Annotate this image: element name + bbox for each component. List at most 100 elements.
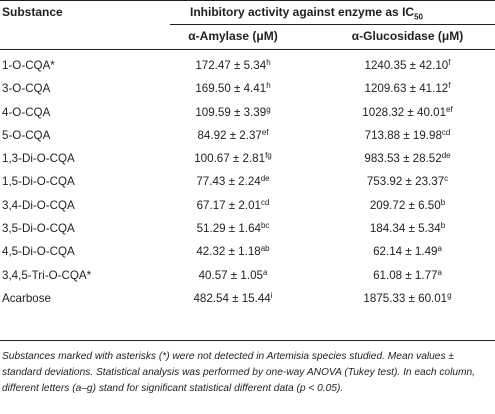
substance-cell: 4,5-Di-O-CQA	[2, 245, 75, 258]
substance-cell-value: 4,5-Di-O-CQA	[2, 245, 75, 259]
significance-letter: h	[266, 81, 271, 91]
substance-cell: 5-O-CQA	[2, 129, 50, 142]
substance-cell: 3,5-Di-O-CQA	[2, 222, 75, 235]
glucosidase-cell: 1240.35 ± 42.10f	[340, 58, 475, 73]
table-row: 4-O-CQA 109.59 ± 3.39g 1028.32 ± 40.01ef	[0, 101, 495, 124]
substance-cell: 3,4,5-Tri-O-CQA*	[2, 269, 91, 282]
amylase-cell: 169.50 ± 4.41h	[178, 81, 288, 96]
significance-letter: ef	[261, 127, 269, 137]
amylase-cell-value: 100.67 ± 2.81	[194, 152, 266, 166]
amylase-cell: 42.32 ± 1.18ab	[178, 244, 288, 259]
amylase-cell: 84.92 ± 2.37ef	[178, 127, 288, 142]
amylase-cell-value: 109.59 ± 3.39	[195, 105, 267, 119]
substance-cell: 3-O-CQA	[2, 82, 50, 95]
table-row: Acarbose 482.54 ± 15.44i 1875.33 ± 60.01g	[0, 287, 495, 310]
table-row: 1,3-Di-O-CQA 100.67 ± 2.81fg 983.53 ± 28.5…	[0, 147, 495, 170]
significance-letter: de	[441, 151, 451, 161]
substance-header: Substance	[2, 5, 63, 19]
significance-letter: cd	[260, 197, 270, 207]
table-row: 4,5-Di-O-CQA 42.32 ± 1.18ab 62.14 ± 1.49a	[0, 240, 495, 263]
amylase-cell: 77.43 ± 2.24de	[178, 174, 288, 189]
substance-cell-value: 4-O-CQA	[2, 105, 51, 119]
glucosidase-cell-value: 753.92 ± 23.37	[366, 175, 445, 189]
substance-cell-value: 3,4,5-Tri-O-CQA*	[2, 268, 92, 282]
table-row: 1-O-CQA* 172.47 ± 5.34h 1240.35 ± 42.10f	[0, 54, 495, 77]
glucosidase-cell-value: 209.72 ± 6.50	[369, 198, 441, 212]
substance-cell: 1,5-Di-O-CQA	[2, 175, 75, 188]
substance-cell-value: 3,5-Di-O-CQA	[2, 222, 75, 236]
significance-letter: g	[266, 104, 271, 114]
header-row-2: α-Amylase (μM) α-Glucosidase (μM)	[0, 24, 495, 46]
amylase-cell-value: 482.54 ± 15.44	[193, 291, 271, 305]
amylase-cell-value: 77.43 ± 2.24	[196, 175, 261, 189]
amylase-cell-value: 172.47 ± 5.34	[195, 59, 267, 72]
significance-letter: a	[262, 267, 268, 277]
significance-letter: ef	[446, 104, 453, 114]
table-row: 3,4-Di-O-CQA 67.17 ± 2.01cd 209.72 ± 6.50b	[0, 194, 495, 217]
group-header-subscript: 50	[414, 12, 423, 22]
significance-letter: a	[437, 267, 442, 277]
significance-letter: ab	[260, 244, 270, 254]
glucosidase-cell: 209.72 ± 6.50b	[340, 197, 475, 212]
substance-cell: Acarbose	[2, 292, 51, 305]
amylase-cell-value: 84.92 ± 2.37	[197, 128, 262, 142]
glucosidase-cell-value: 1240.35 ± 42.10	[364, 59, 449, 72]
header-row-1: Substance Inhibitory activity against en…	[0, 0, 495, 22]
substance-cell-value: 1,5-Di-O-CQA	[2, 175, 75, 189]
substance-cell: 1-O-CQA*	[2, 59, 55, 72]
glucosidase-cell-value: 713.88 ± 19.98	[364, 128, 442, 142]
significance-letter: de	[260, 174, 270, 184]
glucosidase-cell-value: 62.14 ± 1.49	[373, 245, 438, 259]
table-footnote: Substances marked with asterisks (*) wer…	[2, 351, 475, 394]
glucosidase-cell-value: 1875.33 ± 60.01	[363, 291, 448, 305]
glucosidase-cell: 61.08 ± 1.77a	[340, 267, 475, 282]
glucosidase-cell: 983.53 ± 28.52de	[340, 151, 475, 166]
significance-letter: h	[266, 58, 271, 67]
glucosidase-cell-value: 61.08 ± 1.77	[373, 268, 438, 282]
amylase-cell: 172.47 ± 5.34h	[178, 58, 288, 73]
glucosidase-cell-value: 983.53 ± 28.52	[364, 152, 442, 166]
significance-letter: cd	[441, 127, 451, 137]
glucosidase-cell: 713.88 ± 19.98cd	[340, 127, 475, 142]
glucosidase-cell: 62.14 ± 1.49a	[340, 244, 475, 259]
glucosidase-cell: 753.92 ± 23.37c	[340, 174, 475, 189]
amylase-cell: 40.57 ± 1.05a	[178, 267, 288, 282]
significance-letter: f	[448, 81, 451, 91]
glucosidase-cell: 1875.33 ± 60.01g	[340, 290, 475, 305]
substance-cell-value: 3-O-CQA	[2, 82, 51, 96]
glucosidase-cell-value: 1028.32 ± 40.01	[362, 105, 447, 119]
header-bottom-rule	[0, 49, 495, 50]
table-row: 1,5-Di-O-CQA 77.43 ± 2.24de 753.92 ± 23.37…	[0, 170, 495, 193]
substance-cell: 3,4-Di-O-CQA	[2, 199, 75, 212]
group-underline	[170, 24, 495, 25]
amylase-cell: 109.59 ± 3.39g	[178, 104, 288, 119]
substance-cell-value: 3,4-Di-O-CQA	[2, 198, 75, 212]
substance-cell-value: 5-O-CQA	[2, 128, 51, 142]
significance-letter: a	[437, 244, 442, 254]
glucosidase-cell: 184.34 ± 5.34b	[340, 222, 475, 236]
glucosidase-cell-value: 1209.63 ± 41.12	[364, 82, 449, 96]
significance-letter: fg	[265, 151, 272, 161]
group-header-text: Inhibitory activity against enzyme as IC	[190, 5, 415, 19]
amylase-cell-value: 40.57 ± 1.05	[198, 268, 263, 282]
substance-cell-value: 1,3-Di-O-CQA	[2, 152, 75, 166]
amylase-cell-value: 42.32 ± 1.18	[196, 245, 261, 259]
amylase-cell-value: 51.29 ± 1.64	[196, 222, 261, 236]
table-row: 3,4,5-Tri-O-CQA* 40.57 ± 1.05a 61.08 ± 1.7…	[0, 264, 495, 287]
substance-cell-value: Acarbose	[2, 291, 51, 305]
significance-letter: f	[448, 58, 451, 67]
glucosidase-cell: 1209.63 ± 41.12f	[340, 81, 475, 96]
amylase-cell-value: 169.50 ± 4.41	[195, 82, 267, 96]
significance-letter: c	[444, 174, 449, 184]
significance-letter: b	[440, 197, 446, 207]
substance-cell: 4-O-CQA	[2, 106, 50, 119]
amylase-cell: 100.67 ± 2.81fg	[178, 151, 288, 166]
table-bottom-rule	[0, 340, 495, 341]
glucosidase-header: α-Glucosidase (μM)	[351, 29, 464, 43]
substance-cell: 1,3-Di-O-CQA	[2, 152, 75, 165]
glucosidase-cell: 1028.32 ± 40.01ef	[340, 104, 475, 119]
table-body: 1-O-CQA* 172.47 ± 5.34h 1240.35 ± 42.10f 3-…	[0, 54, 495, 310]
group-header: Inhibitory activity against enzyme as IC…	[190, 5, 423, 21]
table-row: 3,5-Di-O-CQA 51.29 ± 1.64bc 184.34 ± 5.34b	[0, 217, 495, 240]
significance-letter: g	[447, 290, 452, 300]
